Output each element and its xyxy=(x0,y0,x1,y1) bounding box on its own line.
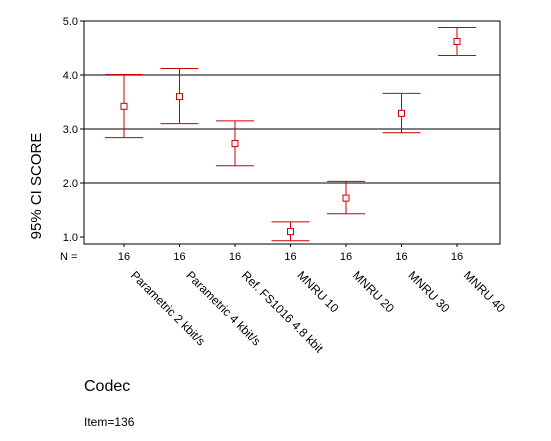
error-bar xyxy=(216,120,254,247)
n-count: 16 xyxy=(229,251,241,263)
n-count: 16 xyxy=(173,251,185,263)
n-count: 16 xyxy=(284,251,296,263)
mean-marker xyxy=(398,109,405,117)
y-tick-label: 2.0 xyxy=(63,178,78,190)
mean-marker xyxy=(176,93,183,101)
x-category-label: MNRU 30 xyxy=(405,268,452,315)
y-tick-label: 1.0 xyxy=(63,232,78,244)
error-bar xyxy=(438,26,476,247)
y-tick-label: 5.0 xyxy=(63,16,78,28)
y-axis-label: 95% CI SCORE xyxy=(28,133,45,240)
n-row: N = 16 16 16 16 16 16 16 xyxy=(60,251,463,263)
mean-marker xyxy=(287,228,294,236)
n-count: 16 xyxy=(118,251,130,263)
mean-marker xyxy=(453,38,461,46)
error-bars xyxy=(105,26,476,247)
n-count: 16 xyxy=(395,251,407,263)
x-axis-label: Codec xyxy=(84,378,131,395)
grid-lines xyxy=(84,74,500,184)
mean-marker xyxy=(342,194,350,202)
error-bar xyxy=(382,92,421,247)
mean-marker xyxy=(120,102,128,110)
error-bar xyxy=(327,180,365,247)
mean-marker xyxy=(231,140,239,148)
n-count: 16 xyxy=(451,251,463,263)
x-category-label: MNRU 40 xyxy=(461,268,508,315)
n-count: 16 xyxy=(340,251,352,263)
plot-frame xyxy=(83,20,501,245)
y-axis-ticks: 1.0 2.0 3.0 4.0 5.0 xyxy=(63,16,84,244)
n-label: N = xyxy=(60,251,77,263)
y-tick-label: 3.0 xyxy=(63,124,78,136)
error-bar xyxy=(160,68,199,247)
error-bar xyxy=(105,73,143,247)
error-bar xyxy=(271,221,310,247)
x-category-label: MNRU 10 xyxy=(294,268,341,315)
x-category-label: MNRU 20 xyxy=(350,268,397,315)
item-footnote: Item=136 xyxy=(84,415,135,429)
y-tick-label: 4.0 xyxy=(63,70,78,82)
